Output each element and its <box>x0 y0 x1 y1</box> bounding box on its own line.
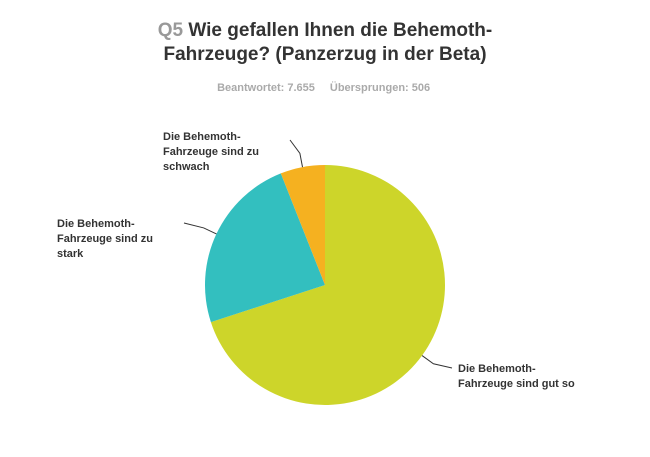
title-line: Fahrzeuge? (Panzerzug in der Beta) <box>163 44 486 65</box>
slice-label: Die Behemoth-Fahrzeuge sind zu stark <box>57 218 153 260</box>
leader-line <box>289 139 304 168</box>
pie-slice <box>280 165 325 285</box>
pie-slice <box>205 173 325 323</box>
leader-line <box>183 222 217 235</box>
skipped: Übersprungen: 506 <box>330 81 430 94</box>
answered: Beantwortet: 7.655 <box>217 82 315 94</box>
leader-line <box>421 355 453 369</box>
slice-label: Die Behemoth-Fahrzeuge sind zu schwach <box>163 131 259 173</box>
slice-label: Die Behemoth-Fahrzeuge sind gut so <box>458 363 575 390</box>
pie-slice <box>210 165 446 405</box>
title-line: Wie gefallen Ihnen die Behemoth- <box>188 20 492 41</box>
chart-title: Q5 Wie gefallen Ihnen die Behemoth- <box>158 20 493 41</box>
question-number: Q5 <box>158 20 184 41</box>
